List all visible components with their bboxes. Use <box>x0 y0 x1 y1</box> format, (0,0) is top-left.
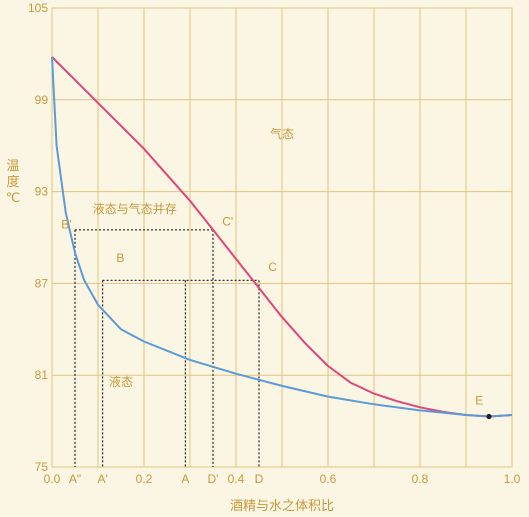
guide-label: A" <box>69 472 81 486</box>
x-tick-label: 0.6 <box>320 472 337 486</box>
y-axis-label-char: 温 <box>6 159 19 174</box>
y-tick-label: 99 <box>35 93 49 107</box>
plot-frame <box>51 7 513 468</box>
x-tick-label: 0.8 <box>412 472 429 486</box>
point-label: C' <box>222 214 233 228</box>
guide-label: A' <box>97 472 107 486</box>
point-label: B <box>116 251 124 265</box>
x-axis-label: 酒精与水之体积比 <box>230 499 334 514</box>
x-tick-label: 0.4 <box>228 472 245 486</box>
series-lines <box>51 56 513 420</box>
guide-label: A <box>181 472 189 486</box>
x-tick-label: 0.2 <box>136 472 153 486</box>
region-label: 气态 <box>270 126 294 141</box>
guide-lines <box>74 229 260 467</box>
x-tick-label: 1.0 <box>504 472 521 486</box>
series-line <box>51 56 513 418</box>
y-tick-label: 105 <box>28 1 48 15</box>
y-axis-label-char: 度 <box>6 174 19 190</box>
region-label: 液态 <box>109 374 133 389</box>
y-tick-label: 75 <box>35 460 49 474</box>
x-tick-label: 0.0 <box>44 472 61 486</box>
point-label: E <box>475 393 483 407</box>
guide-label: D' <box>208 472 219 486</box>
y-axis-label-char: ℃ <box>6 191 21 206</box>
point-label: B' <box>61 217 71 231</box>
y-axis-label: 温度℃ <box>6 159 21 206</box>
axes: 0.0 0.2 0.4 0.6 0.8 1.0 75 81 87 93 99 105 <box>28 1 521 486</box>
guide-label: D <box>255 472 264 486</box>
data-point-marker <box>486 413 492 420</box>
y-tick-label: 93 <box>35 185 49 199</box>
point-label: C <box>268 260 277 274</box>
y-tick-label: 81 <box>35 368 49 382</box>
region-label: 液态与气态并存 <box>93 201 177 216</box>
series-line <box>51 56 513 418</box>
y-tick-label: 87 <box>35 276 49 290</box>
grid <box>51 7 513 468</box>
